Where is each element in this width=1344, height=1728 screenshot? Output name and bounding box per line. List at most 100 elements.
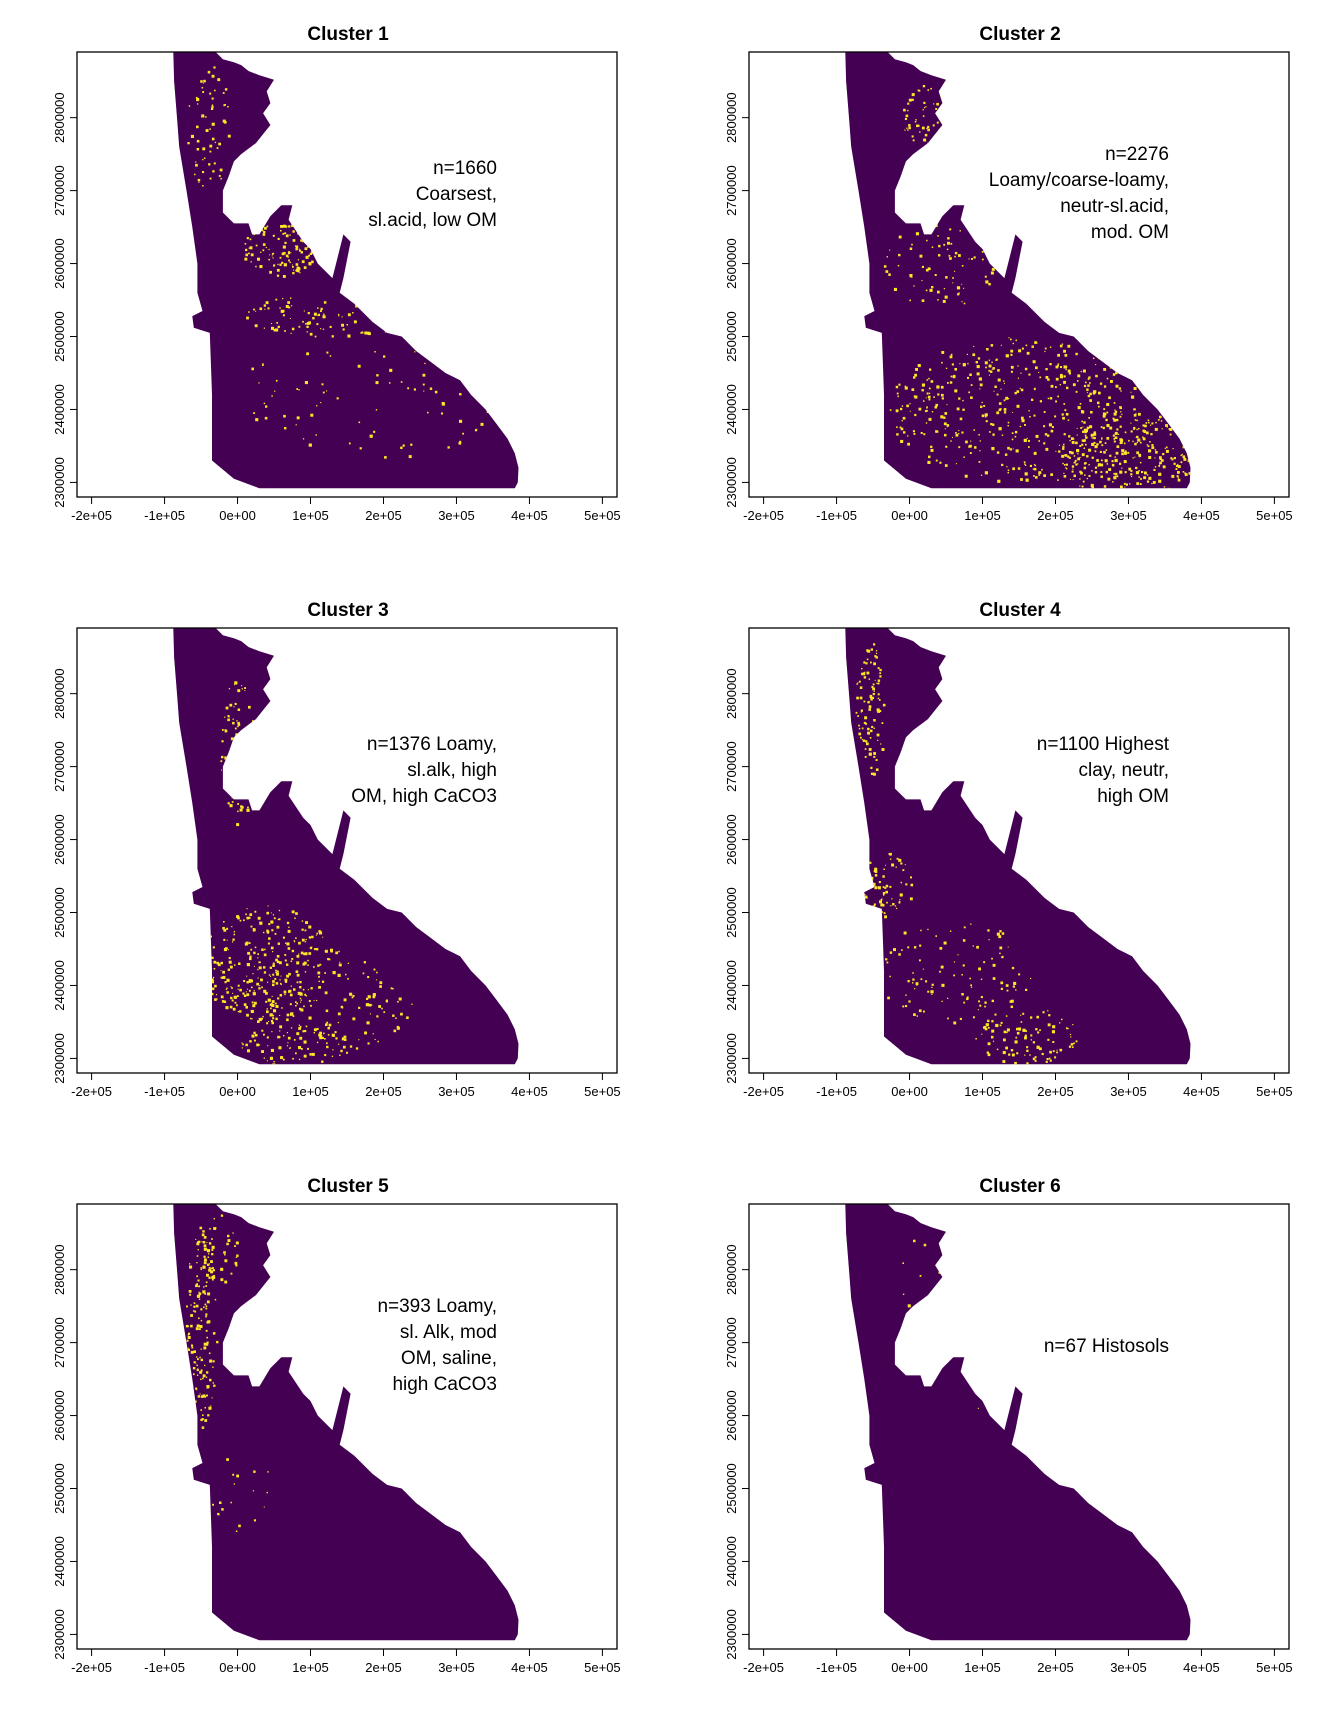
highlight-cell (286, 975, 288, 977)
highlight-cell (1135, 471, 1139, 475)
highlight-cell (1092, 391, 1096, 395)
highlight-cell (231, 796, 234, 799)
highlight-cell (1049, 363, 1052, 366)
highlight-cell (1067, 369, 1071, 373)
highlight-cell (289, 1003, 292, 1006)
highlight-cell (943, 288, 945, 290)
highlight-cell (1039, 1029, 1041, 1031)
highlight-cell (877, 693, 880, 696)
highlight-cell (216, 1340, 219, 1344)
highlight-cell (984, 413, 988, 417)
highlight-cell (202, 171, 205, 174)
highlight-cell (348, 442, 351, 445)
highlight-cell (1028, 439, 1030, 442)
highlight-cell (912, 139, 915, 142)
highlight-cell (913, 376, 916, 379)
highlight-cell (299, 981, 302, 984)
highlight-cell (915, 232, 919, 236)
highlight-cell (372, 993, 376, 997)
highlight-cell (1175, 464, 1178, 467)
highlight-cell (340, 1005, 344, 1009)
highlight-cell (241, 1047, 243, 1049)
highlight-cell (1113, 440, 1116, 443)
highlight-cell (1177, 477, 1179, 479)
x-tick-label: 3e+05 (1110, 1084, 1147, 1099)
highlight-cell (1169, 433, 1172, 436)
highlight-cell (288, 306, 291, 309)
highlight-cell (961, 974, 963, 976)
highlight-cell (263, 1033, 265, 1036)
highlight-cell (871, 685, 874, 688)
highlight-cell (894, 905, 897, 907)
highlight-cell (1070, 1043, 1074, 1046)
highlight-cell (1151, 446, 1155, 449)
highlight-cell (207, 1292, 211, 1296)
highlight-cell (1093, 390, 1097, 394)
highlight-cell (990, 370, 993, 373)
highlight-cell (991, 999, 994, 1003)
highlight-cell (1036, 1045, 1040, 1049)
highlight-cell (1063, 472, 1065, 474)
highlight-cell (1032, 468, 1034, 470)
highlight-cell (1115, 371, 1118, 375)
highlight-cell (883, 868, 885, 870)
highlight-cell (290, 252, 292, 254)
highlight-cell (229, 703, 233, 707)
highlight-cell (860, 711, 862, 713)
highlight-cell (1081, 453, 1085, 457)
highlight-cell (276, 274, 280, 277)
highlight-cell (866, 671, 870, 675)
highlight-cell (1025, 478, 1029, 482)
highlight-cell (919, 131, 921, 133)
highlight-cell (863, 887, 866, 890)
highlight-cell (286, 1013, 290, 1017)
highlight-cell (206, 1249, 211, 1253)
highlight-cell (874, 907, 876, 909)
annotation-line: sl.acid, low OM (368, 210, 497, 231)
highlight-cell (1000, 344, 1002, 346)
highlight-cell (878, 699, 881, 701)
highlight-cell (1089, 382, 1091, 384)
annotation-line: mod. OM (1091, 222, 1169, 243)
highlight-cell (889, 951, 893, 954)
highlight-cell (266, 1022, 269, 1025)
highlight-cell (907, 129, 909, 131)
highlight-cell (226, 987, 228, 990)
highlight-cell (1063, 349, 1066, 353)
highlight-cell (873, 719, 876, 722)
highlight-cell (288, 926, 290, 928)
highlight-cell (187, 1336, 191, 1339)
highlight-cell (1116, 418, 1119, 422)
highlight-cell (1007, 946, 1009, 948)
highlight-cell (211, 122, 215, 126)
highlight-cell (911, 388, 915, 391)
highlight-cell (410, 443, 413, 446)
highlight-cell (397, 1001, 399, 1003)
highlight-cell (338, 315, 340, 317)
highlight-cell (990, 344, 994, 347)
highlight-cell (246, 316, 249, 320)
highlight-cell (324, 1038, 326, 1040)
highlight-cell (188, 1370, 191, 1372)
highlight-cell (308, 936, 312, 939)
highlight-cell (1024, 1034, 1027, 1037)
highlight-cell (1049, 346, 1052, 348)
highlight-cell (1066, 1027, 1068, 1030)
highlight-cell (307, 989, 309, 991)
x-tick-label: 5e+05 (584, 508, 621, 523)
highlight-cell (296, 981, 299, 984)
highlight-cell (1177, 465, 1181, 468)
highlight-cell (923, 1243, 927, 1247)
highlight-cell (870, 766, 873, 769)
highlight-cell (315, 434, 317, 436)
highlight-cell (856, 683, 858, 685)
plot-frame (76, 1203, 618, 1650)
highlight-cell (265, 246, 267, 249)
highlight-cell (189, 1381, 193, 1385)
highlight-cell (1104, 442, 1107, 444)
highlight-cell (1097, 465, 1100, 467)
highlight-cell (275, 971, 277, 974)
highlight-cell (205, 129, 209, 132)
highlight-cell (920, 978, 923, 981)
highlight-cell (1100, 463, 1104, 467)
